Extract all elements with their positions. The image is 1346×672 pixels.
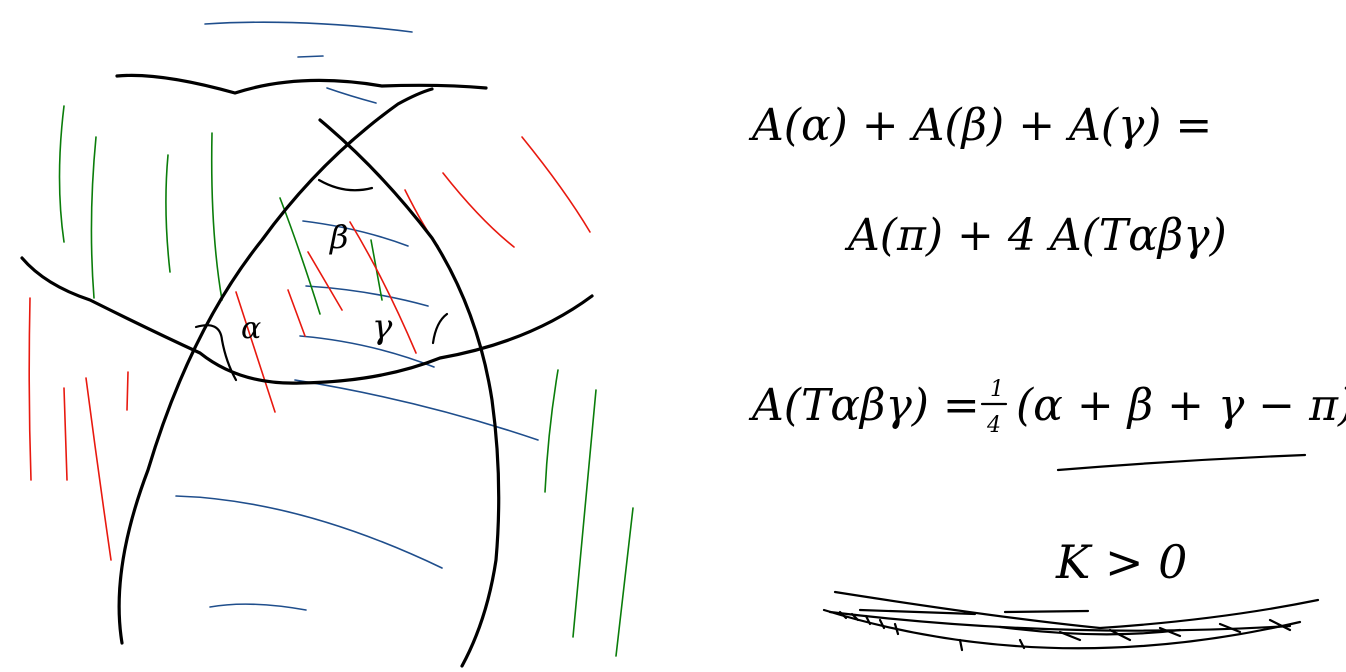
- fraction-numerator: 1: [990, 377, 1004, 402]
- beta-label: β: [329, 218, 349, 256]
- curvature-label: K > 0: [1055, 535, 1187, 589]
- equation-line-2: A(π) + 4 A(Tαβγ): [844, 210, 1227, 261]
- red-hatching: [28, 136, 591, 561]
- gamma-angle-mark: [431, 312, 449, 345]
- left-arc: [117, 87, 434, 645]
- fraction-denominator: 4: [986, 413, 1001, 438]
- result-underline: [1056, 453, 1307, 472]
- blue-hatching: [175, 21, 539, 611]
- alpha-label: α: [241, 311, 261, 346]
- right-arc: [318, 118, 501, 668]
- equation-line-3-lhs: A(Tαβγ) =: [748, 380, 980, 431]
- equation-line-3-rhs: (α + β + γ − π): [1016, 380, 1346, 431]
- spherical-curves: [20, 73, 594, 668]
- beta-angle-mark: [317, 178, 374, 192]
- middle-arc: [20, 256, 594, 385]
- curved-surface-sketch: [822, 590, 1320, 652]
- alpha-angle-mark: [194, 324, 238, 382]
- top-arc: [115, 73, 488, 95]
- equation-line-1: A(α) + A(β) + A(γ) =: [748, 100, 1212, 151]
- gamma-label: γ: [372, 307, 393, 347]
